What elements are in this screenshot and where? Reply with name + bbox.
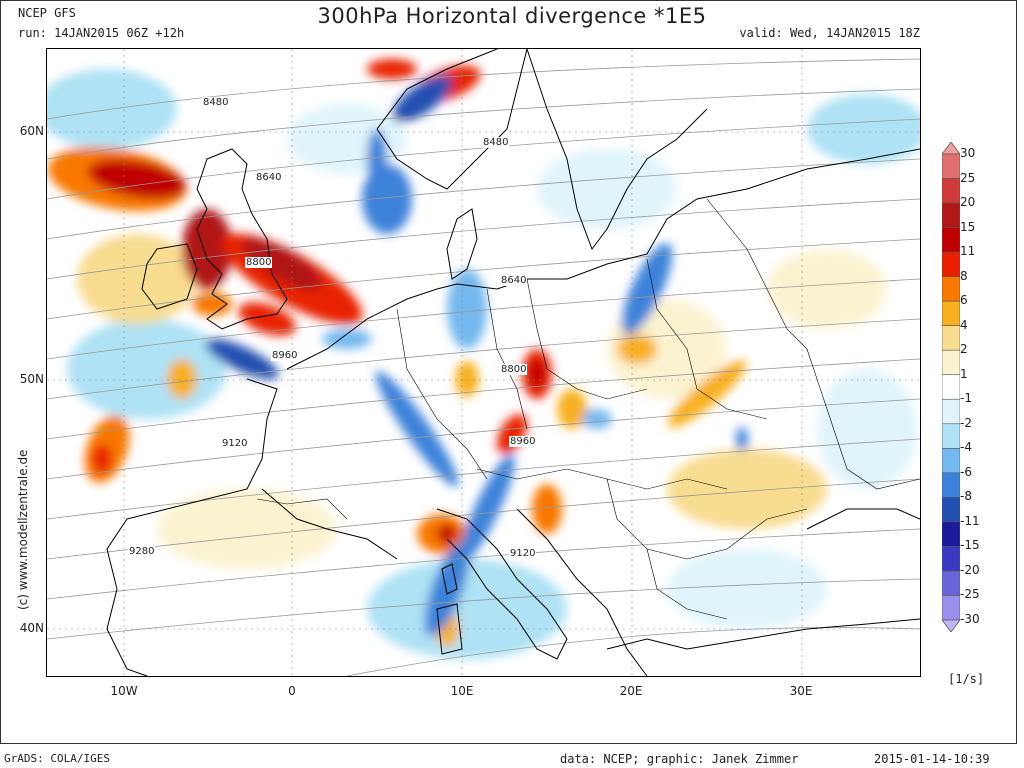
legend-top-triangle [942, 142, 960, 155]
legend-swatch [942, 202, 960, 228]
legend-swatch [942, 276, 960, 302]
legend-swatch [942, 497, 960, 523]
legend-swatch [942, 595, 960, 621]
legend-level-label: 4 [960, 317, 968, 332]
contour-label: 8480 [482, 137, 510, 148]
legend-level-label: 1 [960, 366, 968, 381]
legend-level-label: 15 [960, 219, 976, 234]
legend-level-label: -30 [960, 612, 980, 626]
legend-swatch [942, 153, 960, 179]
legend-swatch [942, 448, 960, 474]
contour-label: 8480 [202, 97, 230, 108]
contour-label: 9120 [221, 438, 249, 449]
legend-level-label: -15 [960, 538, 980, 553]
contour-label: 8960 [509, 436, 537, 447]
contour-label: 8640 [255, 172, 283, 183]
legend-level-label: -4 [960, 440, 972, 455]
lon-label-10e: 10E [450, 684, 474, 698]
legend-swatch [942, 546, 960, 572]
model-name: NCEP GFS [18, 6, 76, 20]
lon-label-0: 0 [288, 684, 296, 698]
legend-level-label: 11 [960, 244, 976, 259]
run-info: run: 14JAN2015 06Z +12h [18, 26, 185, 40]
contour-label: 8800 [245, 257, 273, 268]
legend-level-label: 2 [960, 342, 968, 357]
legend-swatch [942, 521, 960, 547]
coastlines [106, 49, 920, 676]
legend-level-label: -11 [960, 513, 980, 528]
website-credit: (c) www.modellzentrale.de [16, 449, 30, 610]
lat-label-60n: 60N [19, 124, 44, 138]
plot-frame [0, 0, 1017, 744]
legend-swatch [942, 570, 960, 596]
divergence-field [47, 59, 920, 659]
legend-level-label: -25 [960, 587, 980, 602]
legend-swatch [942, 398, 960, 425]
contour-label: 8960 [271, 350, 299, 361]
legend-level-label: 30 [960, 146, 976, 160]
legend-level-label: -2 [960, 415, 972, 430]
lat-label-40n: 40N [19, 621, 44, 635]
lon-label-30e: 30E [789, 684, 813, 698]
software-credit: GrADS: COLA/IGES [4, 752, 110, 765]
contour-label: 8800 [500, 364, 528, 375]
divergence-map [46, 48, 921, 677]
valid-time: valid: Wed, 14JAN2015 18Z [739, 26, 920, 40]
timestamp: 2015-01-14-10:39 [874, 752, 990, 766]
legend-level-label: 8 [960, 268, 968, 283]
chart-title: 300hPa Horizontal divergence *1E5 [317, 4, 707, 28]
legend-swatch [942, 300, 960, 326]
lon-label-20e: 20E [619, 684, 643, 698]
contour-label: 8640 [500, 275, 528, 286]
geopotential-contours [47, 58, 920, 676]
legend-level-label: -6 [960, 464, 972, 479]
legend-swatch [942, 325, 960, 351]
legend-unit: [1/s] [948, 672, 985, 686]
color-legend [942, 142, 960, 632]
lat-label-50n: 50N [19, 372, 44, 386]
legend-level-label: 20 [960, 195, 976, 210]
legend-swatch [942, 374, 960, 400]
legend-level-label: -1 [960, 391, 972, 406]
borders [256, 198, 920, 620]
legend-level-label: 25 [960, 170, 976, 185]
contour-label: 9280 [128, 546, 156, 557]
legend-bottom-triangle [942, 619, 960, 632]
legend-swatch [942, 251, 960, 277]
legend-swatch [942, 423, 960, 449]
legend-swatch [942, 227, 960, 253]
data-source: data: NCEP; graphic: Janek Zimmer [560, 752, 799, 766]
lat-lon-grid [47, 49, 920, 676]
lon-label-10w: 10W [110, 684, 138, 698]
legend-swatch [942, 472, 960, 498]
contour-label: 9120 [509, 548, 537, 559]
legend-level-label: -20 [960, 562, 980, 577]
legend-swatch [942, 349, 960, 376]
legend-level-label: 6 [960, 293, 968, 308]
legend-swatch [942, 178, 960, 204]
legend-level-label: -8 [960, 489, 972, 504]
